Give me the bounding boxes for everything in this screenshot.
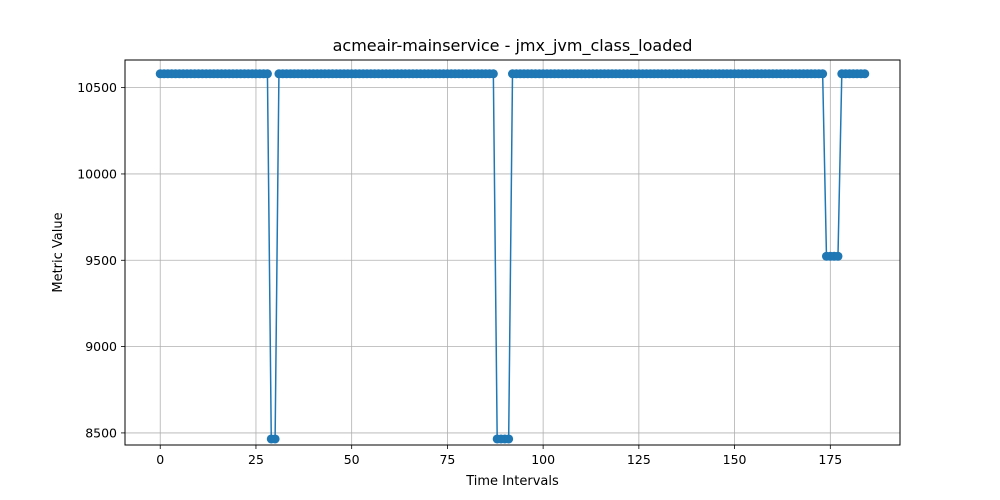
x-tick-label: 50 [344,452,360,467]
y-tick-label: 9500 [85,253,117,268]
y-tick-label: 8500 [85,425,117,440]
data-point [818,69,828,79]
x-tick-label: 25 [248,452,264,467]
x-tick-label: 0 [156,452,164,467]
data-point [504,434,514,444]
y-tick-label: 10000 [77,166,117,181]
grid [125,60,900,445]
x-tick-label: 100 [531,452,555,467]
x-tick-label: 175 [818,452,842,467]
data-point [262,69,272,79]
y-tick-label: 10500 [77,80,117,95]
chart-title: acmeair-mainservice - jmx_jvm_class_load… [333,36,693,56]
data-point [488,69,498,79]
y-axis-label: Metric Value [51,212,66,292]
axes: 0 25 50 75 100 125 150 175 8500 9000 9500 10000 1050… [77,80,842,467]
x-tick-label: 150 [723,452,747,467]
series-layer [155,69,870,444]
plot-frame [124,59,901,446]
x-tick-label: 75 [439,452,455,467]
y-tick-label: 9000 [85,339,117,354]
data-point [833,251,843,261]
data-point [270,434,280,444]
x-tick-label: 125 [627,452,651,467]
data-point [860,69,870,79]
x-axis-label: Time Intervals [465,474,559,489]
